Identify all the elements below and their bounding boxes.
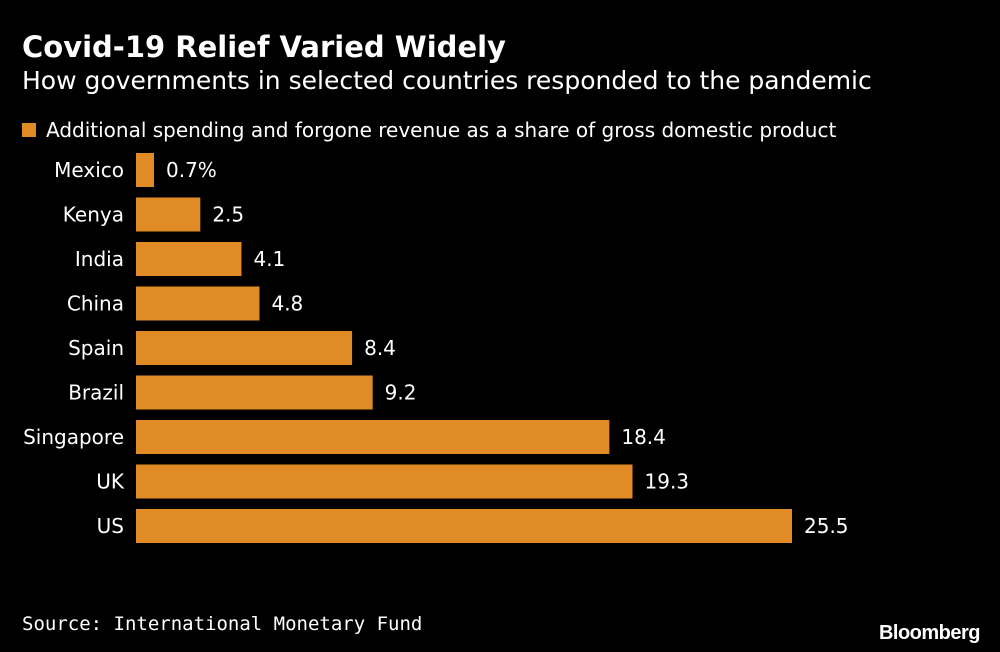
category-label-india: India — [75, 247, 124, 271]
bar-india — [136, 242, 242, 276]
category-label-spain: Spain — [68, 336, 124, 360]
value-label-mexico: 0.7% — [166, 158, 217, 182]
bar-chart: Mexico 0.7% Kenya 2.5 India 4.1 China 4.8 Spain 8… — [23, 153, 849, 543]
bar-uk — [136, 464, 633, 499]
category-label-kenya: Kenya — [63, 203, 124, 227]
category-label-uk: UK — [96, 470, 125, 494]
value-label-spain: 8.4 — [364, 336, 396, 360]
bar-mexico — [136, 153, 155, 187]
category-label-brazil: Brazil — [68, 381, 124, 405]
legend-label: Additional spending and forgone revenue … — [46, 118, 837, 142]
legend: Additional spending and forgone revenue … — [22, 118, 836, 142]
legend-swatch — [22, 123, 36, 137]
category-label-china: China — [67, 292, 124, 316]
bar-us — [136, 509, 792, 543]
value-label-india: 4.1 — [253, 247, 285, 271]
value-label-china: 4.8 — [271, 292, 303, 316]
bloomberg-logo: Bloomberg — [878, 622, 981, 644]
bar-singapore — [136, 420, 610, 454]
chart-title: Covid-19 Relief Varied Widely — [22, 30, 506, 64]
category-label-singapore: Singapore — [23, 425, 124, 449]
bar-kenya — [136, 197, 201, 232]
source-note: Source: International Monetary Fund — [22, 613, 423, 635]
value-label-uk: 19.3 — [645, 470, 690, 494]
value-label-kenya: 2.5 — [212, 203, 244, 227]
value-label-us: 25.5 — [804, 514, 849, 538]
bar-spain — [136, 331, 353, 365]
bar-brazil — [136, 375, 373, 410]
chart-subtitle: How governments in selected countries re… — [22, 66, 872, 95]
category-label-mexico: Mexico — [54, 158, 124, 182]
bar-china — [136, 286, 260, 321]
value-label-brazil: 9.2 — [385, 381, 417, 405]
value-label-singapore: 18.4 — [621, 425, 666, 449]
category-label-us: US — [97, 514, 124, 538]
